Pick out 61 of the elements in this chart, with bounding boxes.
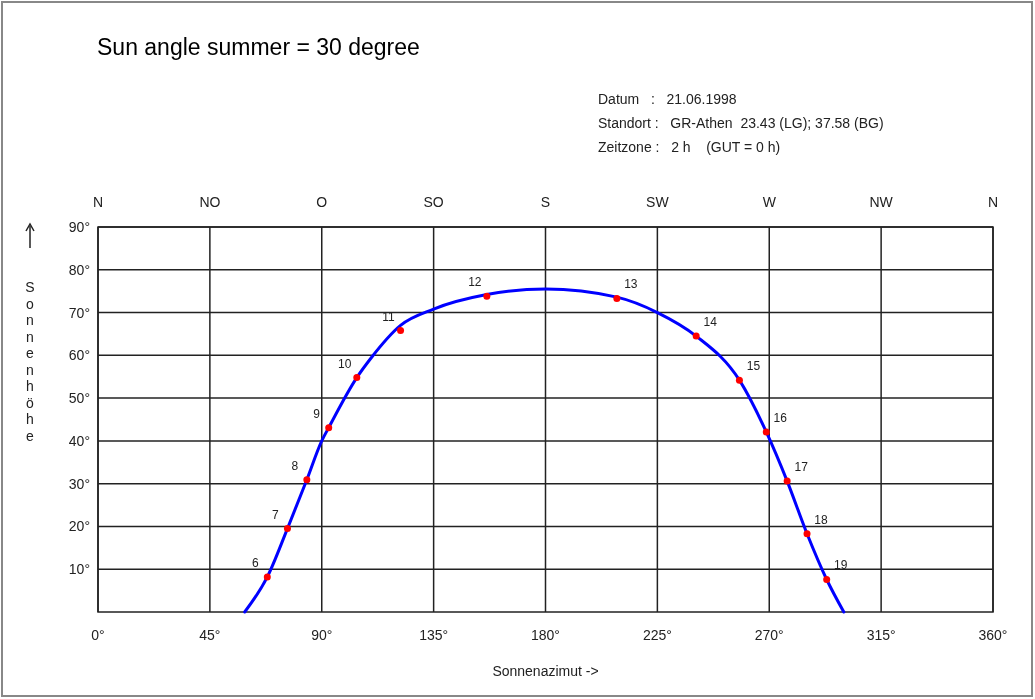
text: N — [987, 194, 999, 210]
point — [283, 525, 291, 533]
text: Zeitzone : 2 h (GUT = 0 h) — [598, 139, 781, 155]
x-tick-label: 360° — [978, 627, 1008, 643]
x-tick-label: 180° — [531, 627, 560, 643]
x-tick-label: 270° — [754, 627, 784, 643]
text: Standort : GR-Athen 23.43 (LG); 37.58 (BG) — [598, 115, 884, 131]
text: O — [316, 194, 328, 210]
y-tick-label: 60° — [68, 347, 90, 364]
point — [263, 573, 271, 581]
point — [397, 327, 405, 335]
annotation: 18 — [814, 512, 829, 527]
annotation: 16 — [773, 410, 788, 425]
y-tick-label: 40° — [68, 432, 90, 449]
point — [353, 374, 361, 382]
text: NW — [869, 194, 894, 210]
y-tick-label: 90° — [68, 219, 90, 235]
annotation: 6 — [251, 555, 259, 570]
x-tick-label: 0° — [91, 627, 105, 643]
x-tick-label: 225° — [642, 627, 672, 643]
text: NO — [199, 194, 221, 210]
y-tick-label: 10° — [68, 561, 90, 578]
point — [823, 575, 831, 583]
text: Datum : 21.06.1998 — [598, 91, 737, 107]
annotation: 7 — [272, 507, 280, 522]
annotation: 12 — [468, 275, 482, 290]
x-axis-title: Sonnenazimut -> — [492, 663, 599, 679]
annotation: 9 — [313, 406, 321, 421]
annotation: 15 — [746, 359, 761, 374]
annotation: 10 — [338, 356, 352, 371]
line-series — [243, 287, 846, 614]
x-tick-label: 315° — [866, 627, 896, 643]
text: S — [540, 194, 551, 210]
y-tick-label: 50° — [68, 390, 90, 407]
text: N — [92, 194, 104, 210]
point — [325, 424, 333, 432]
x-tick-label: 90° — [311, 627, 333, 643]
text: SW — [646, 194, 670, 210]
point — [613, 294, 621, 302]
chart-title: Sun angle summer = 30 degree — [97, 34, 420, 60]
point — [803, 530, 811, 538]
x-tick-label: 45° — [199, 627, 221, 643]
annotation: 13 — [624, 277, 638, 292]
y-tick-label: 20° — [68, 518, 90, 535]
y-tick-label: 80° — [68, 261, 90, 278]
point — [762, 428, 770, 436]
text: Sonnenhöhe — [25, 279, 35, 444]
annotation: 19 — [834, 558, 848, 573]
y-tick-label: 30° — [68, 475, 90, 492]
text: SO — [423, 194, 444, 210]
annotation: 8 — [291, 458, 299, 473]
point — [735, 376, 743, 384]
annotation: 14 — [703, 315, 718, 330]
annotation: 17 — [794, 460, 809, 475]
point — [692, 332, 700, 340]
point — [783, 477, 791, 485]
text: W — [762, 194, 777, 210]
x-tick-label: 135° — [419, 627, 449, 643]
point — [303, 476, 311, 484]
point — [483, 292, 491, 300]
y-tick-label: 70° — [68, 304, 90, 321]
